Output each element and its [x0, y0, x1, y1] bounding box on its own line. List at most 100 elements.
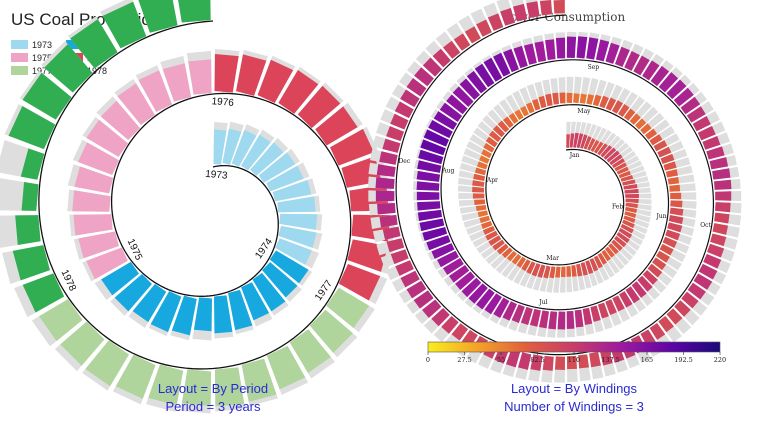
- day-bar-203: [715, 202, 731, 213]
- day-bar-255: [400, 89, 420, 108]
- day-bar-183: [595, 39, 610, 62]
- legend-swatch-1975: [11, 53, 28, 62]
- day-bar-91: [573, 93, 580, 104]
- bar-1978-11: [138, 0, 178, 33]
- bar-1978-8: [44, 44, 93, 93]
- day-bar-198: [706, 146, 725, 160]
- day-bar-190: [658, 72, 679, 93]
- day-bar-40: [585, 260, 594, 275]
- day-bar-194: [686, 106, 706, 123]
- bar-1973-9: [277, 196, 316, 213]
- day-bar-162: [420, 139, 446, 156]
- day-bar-235: [441, 315, 459, 334]
- day-bar-212: [681, 291, 699, 309]
- day-bar-76: [485, 136, 498, 148]
- bar-1975-5: [74, 166, 114, 194]
- day-bar-28: [622, 219, 635, 229]
- ring-label-1976: 1976: [211, 96, 235, 109]
- day-bar-86: [538, 95, 547, 109]
- day-bar-17: [618, 170, 631, 179]
- day-bar-147: [455, 271, 476, 290]
- day-bar-141: [502, 301, 518, 321]
- day-bar-135: [557, 311, 566, 330]
- day-bar-33: [611, 239, 623, 251]
- day-bar-174: [503, 48, 519, 73]
- month-label-Aug: Aug: [441, 167, 454, 174]
- day-bar-178: [545, 39, 556, 60]
- day-bar-29: [620, 223, 634, 234]
- day-bar-59: [488, 235, 502, 246]
- day-bar-26: [624, 211, 637, 218]
- day-bar-207: [707, 243, 725, 258]
- day-bar-102: [640, 123, 652, 135]
- day-bar-1: [569, 133, 575, 148]
- month-label-Jul: Jul: [538, 299, 547, 306]
- day-bar-5: [583, 136, 592, 150]
- day-bar-221: [599, 348, 613, 366]
- bar-1973-5: [250, 142, 284, 176]
- day-bar-173: [493, 52, 511, 77]
- day-bar-225: [554, 356, 565, 370]
- day-bar-264: [487, 13, 504, 31]
- bar-1973-8: [272, 179, 312, 202]
- colorbar-tick-label-8: 220: [714, 356, 726, 364]
- day-bar-145: [468, 283, 488, 304]
- day-bar-226: [542, 355, 554, 371]
- day-bar-75: [483, 142, 495, 153]
- day-bar-125: [631, 281, 647, 298]
- day-bar-79: [497, 120, 510, 133]
- day-bar-172: [483, 57, 503, 82]
- day-bar-250: [379, 151, 398, 165]
- day-bar-62: [481, 220, 493, 229]
- day-bar-60: [485, 230, 498, 241]
- day-bar-42: [576, 263, 583, 277]
- day-bar-51: [526, 261, 536, 275]
- bar-1973-10: [279, 213, 318, 230]
- month-label-May: May: [577, 108, 591, 115]
- day-bar-211: [687, 282, 706, 300]
- day-bar-234: [451, 323, 469, 341]
- bar-1978-1: [22, 273, 65, 313]
- bar-1975-12: [188, 59, 212, 95]
- day-bar-110: [667, 176, 680, 185]
- day-bar-182: [586, 37, 599, 60]
- day-bar-200: [712, 168, 731, 180]
- bar-1975-8: [100, 100, 141, 141]
- day-bar-41: [580, 262, 588, 276]
- colorbar-tick-label-1: 27.5: [457, 356, 471, 364]
- colorbar-tick-label-4: 110: [568, 356, 580, 364]
- day-bar-210: [693, 273, 713, 290]
- day-bar-98: [618, 104, 630, 117]
- day-bar-214: [666, 308, 683, 325]
- month-label-Mar: Mar: [546, 255, 559, 262]
- day-bar-243: [386, 238, 405, 253]
- day-bar-146: [461, 277, 482, 298]
- day-bar-259: [432, 48, 451, 68]
- month-label-Jan: Jan: [569, 152, 580, 159]
- day-bar-151: [431, 243, 455, 259]
- day-bar-242: [390, 249, 409, 265]
- bar-1975-11: [162, 63, 192, 102]
- day-bar-191: [666, 79, 687, 100]
- day-bar-112: [670, 192, 682, 200]
- day-bar-90: [566, 92, 573, 103]
- day-bar-0: [566, 134, 570, 148]
- day-bar-170: [466, 70, 488, 94]
- day-bar-164: [428, 119, 453, 139]
- day-bar-143: [484, 293, 502, 315]
- day-bar-224: [567, 355, 577, 370]
- day-bar-35: [604, 246, 615, 258]
- day-bar-66: [474, 199, 486, 206]
- day-bar-223: [578, 354, 589, 369]
- colorbar-tick-label-5: 137.5: [601, 356, 620, 364]
- day-bar-84: [525, 102, 535, 114]
- day-bar-96: [605, 97, 617, 111]
- day-bar-157: [416, 191, 440, 201]
- bar-1975-3: [73, 214, 113, 236]
- day-bar-107: [660, 153, 675, 164]
- day-bar-24: [625, 202, 638, 209]
- day-bar-68: [472, 186, 485, 193]
- bar-1977-9: [115, 354, 156, 399]
- day-bar-236: [431, 308, 450, 327]
- day-bar-139: [520, 306, 533, 325]
